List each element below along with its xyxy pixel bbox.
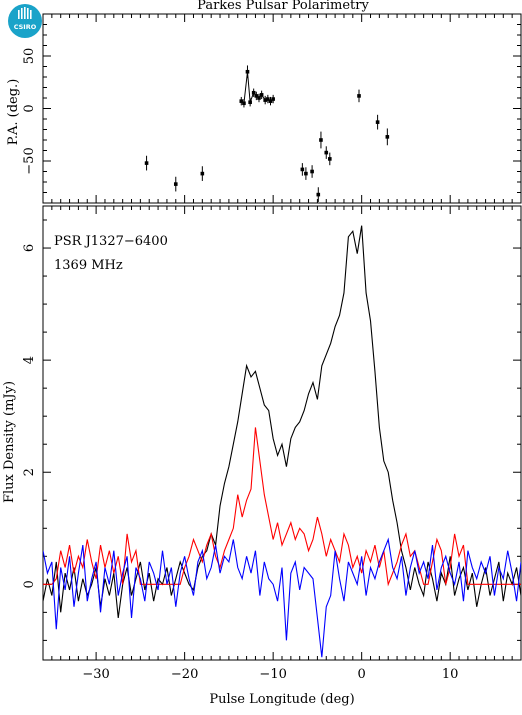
pulsar-name-label: PSR J1327−6400 (54, 234, 168, 249)
y-tick-label: 0 (22, 580, 37, 588)
pa-point (173, 182, 178, 186)
pa-panel: −50 0 50 (22, 13, 522, 204)
pa-point (268, 99, 273, 103)
pa-point (242, 101, 246, 106)
y-tick-label: 2 (22, 468, 37, 476)
circular-polarization-line (43, 537, 521, 658)
pa-ylabel: P.A. (deg.) (6, 79, 21, 146)
y-tick-label: 6 (22, 244, 37, 252)
x-tick-label: −10 (259, 667, 286, 682)
pa-point (271, 97, 275, 101)
x-tick-label: 0 (358, 667, 366, 682)
y-tick-label: 50 (22, 48, 37, 65)
linear-polarization-line (43, 427, 521, 587)
chart-title: Parkes Pulsar Polarimetry (197, 0, 369, 13)
csiro-logo-icon (8, 4, 42, 38)
x-tick-label: 10 (442, 667, 459, 682)
pa-point (259, 93, 264, 97)
csiro-logo-text: CSIRO (14, 23, 37, 31)
pa-point (385, 135, 390, 139)
pa-point (316, 192, 321, 197)
pa-point (300, 167, 305, 172)
pa-point (254, 94, 259, 98)
pa-point (251, 90, 256, 95)
pa-point (375, 120, 380, 124)
plot-frame (42, 13, 522, 204)
y-tick-label: 0 (22, 104, 37, 112)
flux-xlabel: Pulse Longitude (deg) (209, 692, 354, 707)
pa-point (328, 157, 332, 161)
y-tick-label: 4 (22, 356, 37, 364)
pa-point (304, 171, 308, 176)
pa-point (248, 100, 252, 104)
csiro-logo: CSIRO (8, 4, 42, 38)
csiro-logo-bars (18, 7, 32, 19)
pa-point (144, 161, 149, 165)
pa-point (324, 150, 329, 155)
pa-point (310, 169, 314, 174)
pa-point (263, 98, 267, 102)
pa-point (200, 171, 205, 176)
pa-point (239, 99, 244, 103)
y-tick-label: −50 (22, 147, 37, 174)
pa-point (257, 96, 261, 100)
pa-point (357, 94, 361, 98)
x-tick-label: −30 (82, 667, 109, 682)
frequency-label: 1369 MHz (54, 258, 123, 273)
x-tick-label: −20 (171, 667, 198, 682)
pa-point (319, 138, 323, 142)
pa-point (266, 97, 270, 101)
pa-point (245, 69, 250, 74)
flux-panel: −30 −20 −10 0 10 0 2 4 6 (22, 205, 522, 682)
flux-ylabel: Flux Density (mJy) (2, 381, 17, 503)
plot-frame (42, 205, 522, 661)
